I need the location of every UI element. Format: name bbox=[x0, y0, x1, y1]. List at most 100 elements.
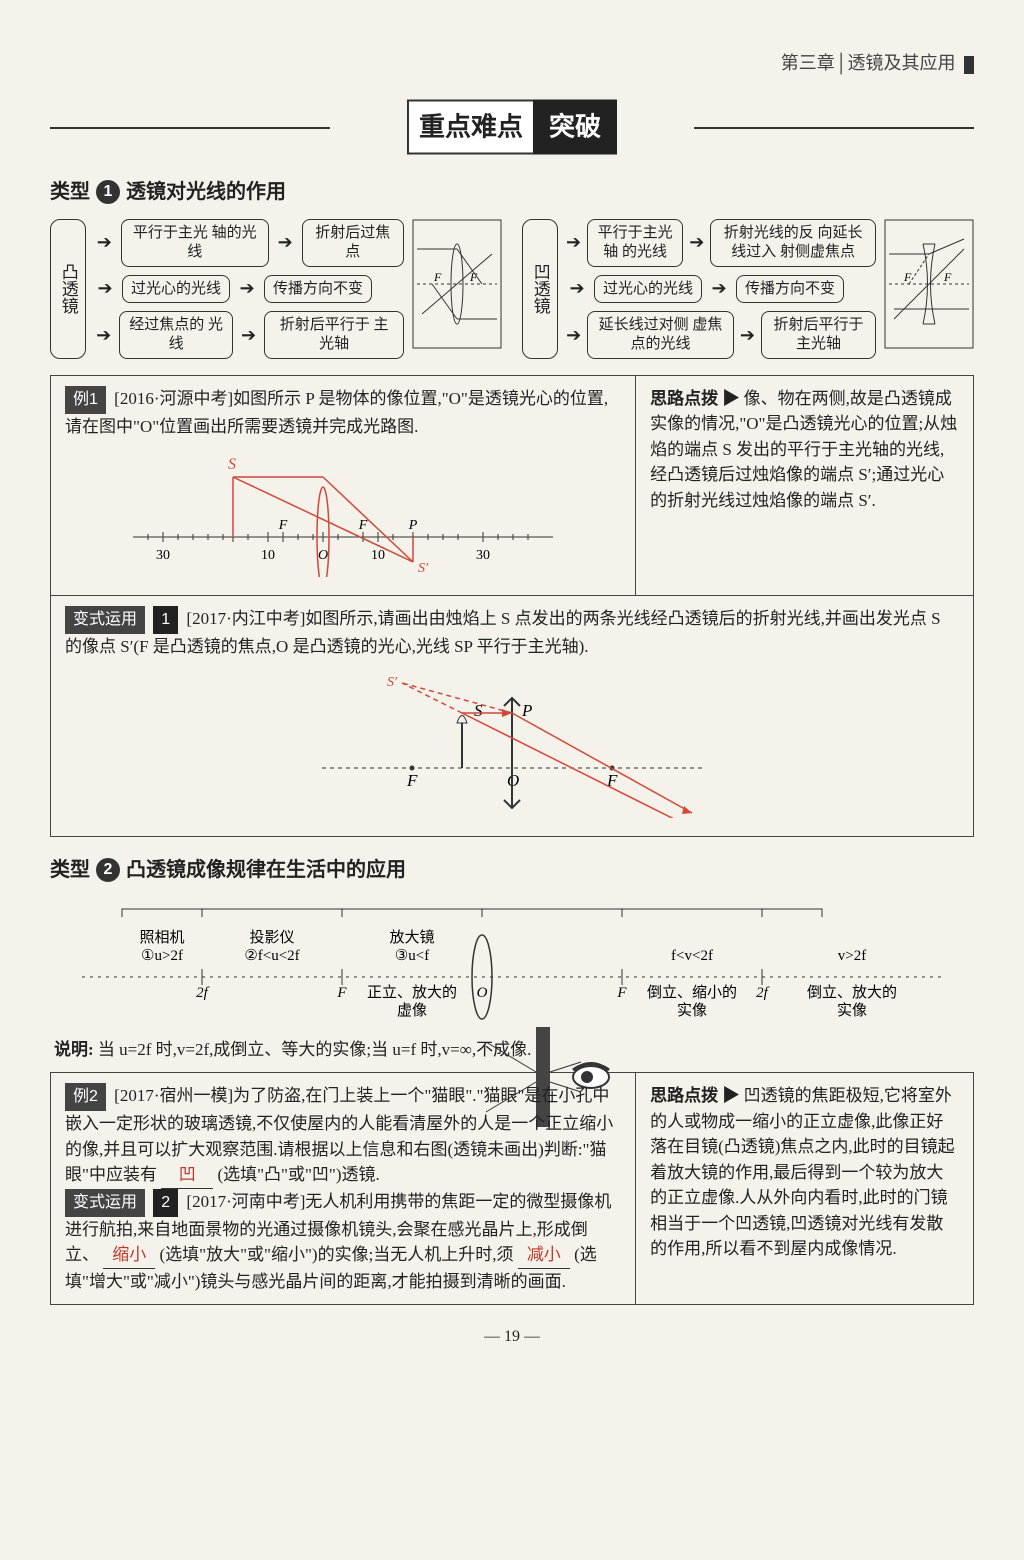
svg-text:f<v<2f: f<v<2f bbox=[671, 948, 713, 964]
svg-text:虚像: 虚像 bbox=[397, 1002, 427, 1019]
concave-rows: ➔ 平行于主光轴 的光线 ➔ 折射光线的反 向延长线过入 射侧虚焦点 ➔ 过光心… bbox=[566, 219, 876, 359]
svg-text:实像: 实像 bbox=[677, 1002, 707, 1019]
type1-header: 类型 1 透镜对光线的作用 bbox=[50, 177, 974, 207]
type2-title: 凸透镜成像规律在生活中的应用 bbox=[126, 855, 406, 885]
arrow-icon: ➔ bbox=[689, 229, 704, 256]
ex2-row: 例2 [2017·宿州一模]为了防盗,在门上装上一个"猫眼"."猫眼"是在小孔中… bbox=[51, 1073, 973, 1304]
chapter-title: 第三章│透镜及其应用 bbox=[781, 53, 956, 73]
pill: 折射后过焦点 bbox=[302, 219, 404, 267]
arrow-icon: ➔ bbox=[740, 322, 755, 349]
ex1-badge: 例1 bbox=[65, 386, 106, 414]
pill: 平行于主光轴 的光线 bbox=[587, 219, 683, 267]
page: 第三章│透镜及其应用 重点难点 突破 类型 1 透镜对光线的作用 凸透镜 ➔ 平… bbox=[0, 0, 1024, 1369]
type-prefix: 类型 bbox=[50, 177, 90, 207]
ex2-hint-label: 思路点拨 ▶ bbox=[650, 1086, 739, 1105]
arrow-icon: ➔ bbox=[239, 322, 258, 349]
type2-num: 2 bbox=[96, 858, 120, 882]
arrow-icon: ➔ bbox=[566, 275, 588, 302]
concave-label: 凹透镜 bbox=[522, 219, 558, 359]
pill: 传播方向不变 bbox=[736, 275, 844, 304]
svg-text:倒立、缩小的: 倒立、缩小的 bbox=[647, 984, 737, 1001]
example1-box: 例1 [2016·河源中考]如图所示 P 是物体的像位置,"O"是透镜光心的位置… bbox=[50, 375, 974, 837]
example2-box: 例2 [2017·宿州一模]为了防盗,在门上装上一个"猫眼"."猫眼"是在小孔中… bbox=[50, 1072, 974, 1305]
svg-text:倒立、放大的: 倒立、放大的 bbox=[807, 984, 897, 1001]
ex1-variant-num: 1 bbox=[153, 606, 178, 634]
ex2-right: 思路点拨 ▶ 凹透镜的焦距极短,它将室外的人或物成一缩小的正立虚像,此像正好落在… bbox=[636, 1073, 973, 1304]
ex2-hint: 凹透镜的焦距极短,它将室外的人或物成一缩小的正立虚像,此像正好落在目镜(凸透镜)… bbox=[650, 1086, 955, 1258]
chapter-header: 第三章│透镜及其应用 bbox=[50, 50, 974, 77]
pill: 延长线过对侧 虚焦点的光线 bbox=[587, 311, 733, 359]
svg-text:O: O bbox=[507, 771, 519, 790]
svg-text:2f: 2f bbox=[756, 985, 770, 1001]
arrow-icon: ➔ bbox=[566, 322, 581, 349]
convex-row-1: ➔ 过光心的光线 ➔ 传播方向不变 bbox=[94, 275, 404, 304]
svg-text:S′: S′ bbox=[387, 675, 398, 690]
svg-text:S′: S′ bbox=[418, 561, 429, 576]
ex2-prompt-tail: (选填"凸"或"凹")透镜. bbox=[217, 1165, 379, 1184]
svg-text:S: S bbox=[474, 701, 483, 720]
svg-text:P: P bbox=[408, 518, 418, 533]
svg-text:30: 30 bbox=[476, 548, 490, 563]
svg-text:正立、放大的: 正立、放大的 bbox=[367, 984, 457, 1001]
ex2-fill3: 减小 bbox=[518, 1242, 570, 1269]
arrow-icon: ➔ bbox=[566, 229, 581, 256]
convex-row-2: ➔ 经过焦点的 光线 ➔ 折射后平行于 主光轴 bbox=[94, 311, 404, 359]
pill: 折射光线的反 向延长线过入 射侧虚焦点 bbox=[710, 219, 876, 267]
ex1-variant-text: [2017·内江中考]如图所示,请画出由烛焰上 S 点发出的两条光线经凸透镜后的… bbox=[65, 609, 941, 656]
convex-label: 凸透镜 bbox=[50, 219, 86, 359]
svg-text:实像: 实像 bbox=[837, 1002, 867, 1019]
type1-title: 透镜对光线的作用 bbox=[126, 177, 286, 207]
convex-svg: F F bbox=[412, 219, 502, 349]
svg-text:照相机: 照相机 bbox=[139, 929, 184, 946]
arrow-icon: ➔ bbox=[708, 275, 730, 302]
arrow-icon: ➔ bbox=[94, 322, 113, 349]
arrow-icon: ➔ bbox=[94, 229, 115, 256]
arrow-icon: ➔ bbox=[94, 275, 116, 302]
ex2-left: 例2 [2017·宿州一模]为了防盗,在门上装上一个"猫眼"."猫眼"是在小孔中… bbox=[51, 1073, 636, 1304]
ex1-row2: 变式运用 1 [2017·内江中考]如图所示,请画出由烛焰上 S 点发出的两条光… bbox=[51, 595, 973, 836]
ex2-variant-badge: 变式运用 bbox=[65, 1189, 145, 1217]
ex2-badge: 例2 bbox=[65, 1083, 106, 1111]
svg-text:放大镜: 放大镜 bbox=[389, 928, 434, 946]
svg-text:③u<f: ③u<f bbox=[395, 948, 429, 964]
type-prefix: 类型 bbox=[50, 855, 90, 885]
svg-text:F: F bbox=[336, 985, 347, 1001]
flow-convex: 凸透镜 ➔ 平行于主光 轴的光线 ➔ 折射后过焦点 ➔ 过光心的光线 ➔ 传播方… bbox=[50, 219, 502, 359]
band-right: 突破 bbox=[533, 100, 617, 155]
svg-text:投影仪: 投影仪 bbox=[249, 929, 294, 946]
svg-text:F: F bbox=[433, 270, 442, 284]
type2-header: 类型 2 凸透镜成像规律在生活中的应用 bbox=[50, 855, 974, 885]
svg-text:10: 10 bbox=[371, 548, 385, 563]
flow-wrap: 凸透镜 ➔ 平行于主光 轴的光线 ➔ 折射后过焦点 ➔ 过光心的光线 ➔ 传播方… bbox=[50, 219, 974, 359]
pill: 过光心的光线 bbox=[594, 275, 702, 304]
ex2-vtext-b: (选填"放大"或"缩小")的实像;当无人机上升时,须 bbox=[160, 1245, 514, 1264]
note-text: 当 u=2f 时,v=2f,成倒立、等大的实像;当 u=f 时,v=∞,不成像. bbox=[98, 1040, 531, 1059]
ex1-variant-badge: 变式运用 bbox=[65, 606, 145, 634]
pill: 传播方向不变 bbox=[264, 275, 372, 304]
concave-mini-diagram: F F bbox=[884, 219, 974, 359]
pill: 过光心的光线 bbox=[122, 275, 230, 304]
footer: — 19 — bbox=[50, 1325, 974, 1349]
ex1-right: 思路点拨 ▶ 像、物在两侧,故是凸透镜成实像的情况,"O"是凸透镜光心的位置;从… bbox=[636, 376, 973, 596]
note-label: 说明: bbox=[54, 1040, 94, 1059]
arrow-icon: ➔ bbox=[275, 229, 296, 256]
section-band: 重点难点 突破 bbox=[50, 97, 974, 157]
pill: 经过焦点的 光线 bbox=[119, 311, 233, 359]
svg-text:2f: 2f bbox=[196, 985, 210, 1001]
svg-text:P: P bbox=[521, 701, 532, 720]
svg-text:O: O bbox=[318, 548, 328, 563]
ex1-variant: 变式运用 1 [2017·内江中考]如图所示,请画出由烛焰上 S 点发出的两条光… bbox=[51, 596, 973, 836]
ex2-variant-num: 2 bbox=[153, 1189, 178, 1217]
page-number: 19 bbox=[504, 1328, 520, 1345]
pill: 平行于主光 轴的光线 bbox=[121, 219, 269, 267]
convex-rows: ➔ 平行于主光 轴的光线 ➔ 折射后过焦点 ➔ 过光心的光线 ➔ 传播方向不变 … bbox=[94, 219, 404, 359]
type2-axis-diagram: 照相机 ①u>2f 投影仪 ②f<u<2f 放大镜 ③u<f f<v<2f v>… bbox=[62, 897, 962, 1027]
svg-text:F: F bbox=[943, 270, 952, 284]
ex1-prompt: [2016·河源中考]如图所示 P 是物体的像位置,"O"是透镜光心的位置,请在… bbox=[65, 389, 608, 436]
svg-text:10: 10 bbox=[261, 548, 275, 563]
svg-text:F: F bbox=[358, 518, 368, 533]
concave-row-2: ➔ 延长线过对侧 虚焦点的光线 ➔ 折射后平行于 主光轴 bbox=[566, 311, 876, 359]
ex1-left: 例1 [2016·河源中考]如图所示 P 是物体的像位置,"O"是透镜光心的位置… bbox=[51, 376, 636, 596]
concave-row-0: ➔ 平行于主光轴 的光线 ➔ 折射光线的反 向延长线过入 射侧虚焦点 bbox=[566, 219, 876, 267]
svg-text:O: O bbox=[477, 985, 488, 1001]
